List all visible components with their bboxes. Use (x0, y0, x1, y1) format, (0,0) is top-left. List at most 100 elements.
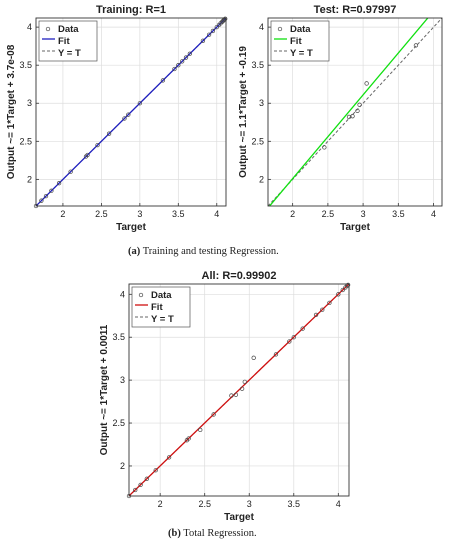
test-legend (270, 20, 330, 62)
training-data-point (187, 51, 192, 56)
training-axes-frame (35, 17, 227, 207)
training-data-point (214, 24, 219, 30)
training-data-point (49, 188, 54, 193)
training-data-point (122, 116, 127, 121)
test-ytick-label: 4 (259, 22, 264, 32)
training-data-point (126, 112, 131, 117)
test-legend-label: Y = T (290, 48, 313, 59)
all-data-point (273, 352, 279, 357)
all-data-point (198, 427, 203, 433)
training-legend-label: Y = T (58, 48, 81, 59)
test-axes-frame (267, 17, 443, 207)
test-data-point (357, 102, 362, 107)
all-data-point (291, 335, 296, 340)
all-ytick-label: 3.5 (112, 332, 125, 342)
training-legend-data-marker (45, 26, 51, 32)
test-xlabel: Target (340, 222, 370, 233)
training-data-point (206, 32, 212, 37)
all-ylabel: Output ~= 1*Target + 0.0011 (99, 324, 110, 455)
training-data-point (200, 38, 206, 43)
test-legend-label: Data (290, 24, 311, 35)
caption-a-letter: (a) (128, 246, 141, 257)
training-data-point (180, 59, 185, 64)
training-ytick-label: 2 (27, 174, 32, 184)
training-xlabel: Target (116, 222, 146, 233)
all-data-point (186, 436, 191, 441)
all-data-point (233, 392, 239, 397)
all-data-point (327, 300, 332, 306)
all-ytick-label: 2.5 (112, 418, 125, 428)
all-data-point (242, 379, 247, 384)
caption-a-text: Training and testing Regression. (142, 246, 279, 257)
training-data-point (106, 131, 112, 136)
all-axes-frame (128, 283, 350, 497)
training-ytick-label: 3 (27, 98, 32, 108)
all-data-point (166, 455, 172, 460)
test-ytick-label: 2 (259, 174, 264, 184)
all-data-point (300, 326, 305, 331)
all-data-point (133, 487, 138, 493)
all-data-point (313, 312, 319, 318)
all-data-point (138, 482, 143, 487)
training-data-point (137, 101, 142, 106)
all-ytick-label: 3 (120, 375, 125, 385)
training-data-point (223, 16, 228, 21)
training-fit-line (36, 18, 226, 206)
training-xtick-label: 3 (137, 209, 142, 219)
training-data-point (39, 198, 44, 203)
all-data-point (287, 339, 292, 344)
test-xtick-label: 4 (431, 209, 436, 219)
all-xtick-label: 3 (247, 499, 252, 509)
all-fit-line (129, 284, 349, 496)
test-data-point (364, 81, 369, 86)
caption-b: (b) Total Regression. (168, 528, 257, 539)
training-data-point (85, 152, 90, 158)
training-title: Training: R=1 (96, 4, 166, 16)
test-title: Test: R=0.97997 (314, 4, 397, 16)
all-data-point (345, 282, 351, 288)
training-ytick-label: 2.5 (19, 136, 32, 146)
training-data-point (183, 55, 189, 60)
training-xtick-label: 2 (60, 209, 65, 219)
all-xtick-label: 3.5 (288, 499, 301, 509)
training-data-point (172, 66, 177, 72)
training-data-point (160, 78, 166, 83)
test-xtick-label: 2.5 (322, 209, 335, 219)
all-legend-label: Y = T (151, 314, 174, 325)
test-xtick-label: 2 (290, 209, 295, 219)
all-data-point (251, 355, 256, 360)
test-ideal-line (268, 18, 442, 206)
all-legend-label: Fit (151, 302, 163, 313)
training-data-point (95, 142, 100, 148)
test-legend-data-marker (277, 26, 283, 32)
test-xtick-label: 3.5 (392, 209, 405, 219)
test-data-point (355, 108, 360, 114)
caption-b-text: Total Regression. (183, 528, 257, 539)
all-legend-data-marker (138, 292, 144, 298)
all-data-point (211, 412, 216, 417)
training-data-point (210, 28, 216, 34)
test-legend-label: Fit (290, 36, 302, 47)
training-data-point (176, 63, 181, 68)
all-data-point (229, 393, 234, 398)
test-data-point (413, 43, 419, 48)
all-xtick-label: 2 (158, 499, 163, 509)
all-xlabel: Target (224, 512, 254, 523)
test-ytick-label: 3 (259, 98, 264, 108)
training-xtick-label: 2.5 (95, 209, 108, 219)
test-data-point (322, 145, 327, 150)
test-xtick-label: 3 (361, 209, 366, 219)
test-data-point (350, 114, 355, 119)
training-legend-label: Fit (58, 36, 70, 47)
test-ylabel: Output ~= 1.1*Target + -0.19 (238, 46, 249, 178)
training-ylabel: Output ~= 1*Target + 3.7e-08 (6, 44, 17, 179)
test-fit-line (268, 18, 429, 206)
training-data-point (43, 193, 49, 199)
training-data-point (68, 169, 73, 174)
all-data-point (336, 292, 341, 297)
caption-a: (a) Training and testing Regression. (128, 246, 279, 257)
training-xtick-label: 4 (214, 209, 219, 219)
all-ytick-label: 2 (120, 461, 125, 471)
all-xtick-label: 4 (336, 499, 341, 509)
all-data-point (320, 307, 325, 312)
